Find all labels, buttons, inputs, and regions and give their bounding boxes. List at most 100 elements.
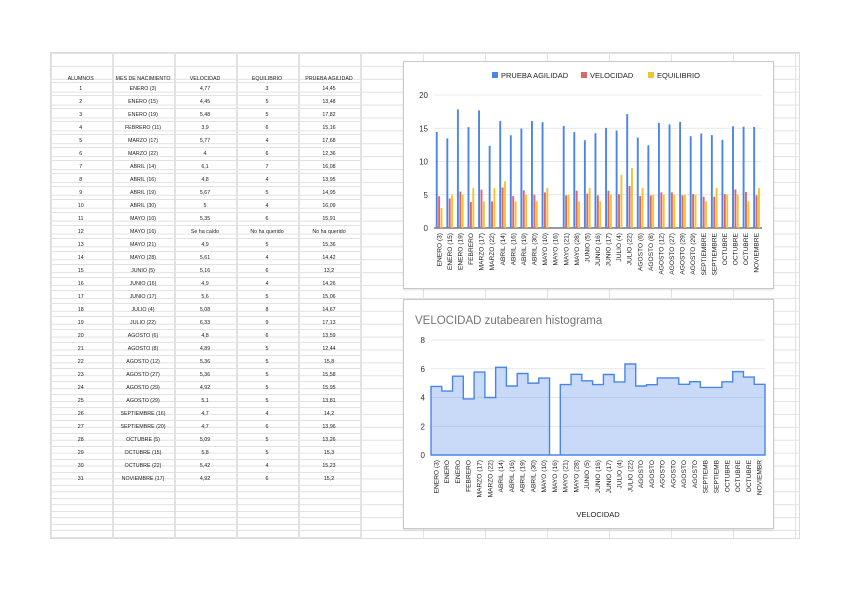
cell-velocidad[interactable]: 4,9	[174, 238, 237, 252]
cell-equilibrio[interactable]: 4	[236, 173, 299, 187]
empty-cell[interactable]	[236, 511, 299, 525]
empty-cell[interactable]	[174, 485, 237, 499]
cell-equilibrio[interactable]: 5	[236, 394, 299, 408]
cell-equilibrio[interactable]: 6	[236, 329, 299, 343]
cell-velocidad[interactable]: 4,7	[174, 407, 237, 421]
cell-alumno[interactable]: 22	[50, 355, 113, 369]
cell-mes[interactable]: MAYO (21)	[112, 238, 175, 252]
cell-equilibrio[interactable]: 5	[236, 186, 299, 200]
empty-cell[interactable]	[174, 498, 237, 512]
cell-mes[interactable]: JUNIO (5)	[112, 264, 175, 278]
cell-agilidad[interactable]: 14,45	[298, 82, 361, 96]
header-alumnos[interactable]: ALUMNOS	[50, 52, 113, 83]
cell-alumno[interactable]: 16	[50, 277, 113, 291]
cell-alumno[interactable]: 30	[50, 459, 113, 473]
cell-agilidad[interactable]: 13,81	[298, 394, 361, 408]
cell-velocidad[interactable]: 4	[174, 147, 237, 161]
cell-equilibrio[interactable]: 9	[236, 316, 299, 330]
cell-agilidad[interactable]: 13,96	[298, 420, 361, 434]
cell-agilidad[interactable]: 17,68	[298, 134, 361, 148]
empty-cell[interactable]	[50, 511, 113, 525]
cell-agilidad[interactable]: 15,3	[298, 446, 361, 460]
empty-cell[interactable]	[50, 498, 113, 512]
cell-agilidad[interactable]: No ha querido	[298, 225, 361, 239]
cell-agilidad[interactable]: 13,26	[298, 433, 361, 447]
empty-cell[interactable]	[50, 524, 113, 538]
cell-alumno[interactable]: 17	[50, 290, 113, 304]
cell-agilidad[interactable]: 14,95	[298, 186, 361, 200]
cell-agilidad[interactable]: 14,42	[298, 251, 361, 265]
cell-alumno[interactable]: 15	[50, 264, 113, 278]
cell-alumno[interactable]: 29	[50, 446, 113, 460]
cell-equilibrio[interactable]: 5	[236, 433, 299, 447]
cell-equilibrio[interactable]: 8	[236, 303, 299, 317]
empty-cell[interactable]	[112, 511, 175, 525]
cell-agilidad[interactable]: 12,36	[298, 147, 361, 161]
cell-velocidad[interactable]: 4,8	[174, 329, 237, 343]
cell-mes[interactable]: MARZO (22)	[112, 147, 175, 161]
cell-mes[interactable]: OCTUBRE (5)	[112, 433, 175, 447]
cell-velocidad[interactable]: 5,36	[174, 368, 237, 382]
cell-agilidad[interactable]: 17,82	[298, 108, 361, 122]
cell-velocidad[interactable]: 4,7	[174, 420, 237, 434]
cell-equilibrio[interactable]: 5	[236, 95, 299, 109]
cell-equilibrio[interactable]: 5	[236, 108, 299, 122]
cell-agilidad[interactable]: 15,36	[298, 238, 361, 252]
cell-mes[interactable]: NOVIEMBRE (17)	[112, 472, 175, 486]
cell-mes[interactable]: AGOSTO (29)	[112, 394, 175, 408]
cell-mes[interactable]: AGOSTO (27)	[112, 368, 175, 382]
empty-cell[interactable]	[236, 485, 299, 499]
cell-agilidad[interactable]: 15,95	[298, 381, 361, 395]
cell-velocidad[interactable]: 4,45	[174, 95, 237, 109]
empty-cell[interactable]	[298, 498, 361, 512]
cell-velocidad[interactable]: 5,61	[174, 251, 237, 265]
cell-mes[interactable]: JUNIO (17)	[112, 290, 175, 304]
cell-equilibrio[interactable]: 4	[236, 407, 299, 421]
empty-cell[interactable]	[236, 524, 299, 538]
cell-agilidad[interactable]: 14,67	[298, 303, 361, 317]
cell-mes[interactable]: SEPTIEMBRE (20)	[112, 420, 175, 434]
cell-alumno[interactable]: 6	[50, 147, 113, 161]
cell-equilibrio[interactable]: 6	[236, 147, 299, 161]
cell-alumno[interactable]: 19	[50, 316, 113, 330]
cell-alumno[interactable]: 20	[50, 329, 113, 343]
cell-mes[interactable]: ABRIL (19)	[112, 186, 175, 200]
cell-equilibrio[interactable]: 5	[236, 290, 299, 304]
cell-alumno[interactable]: 11	[50, 212, 113, 226]
cell-alumno[interactable]: 18	[50, 303, 113, 317]
cell-velocidad[interactable]: 6,1	[174, 160, 237, 174]
cell-mes[interactable]: OCTUBRE (15)	[112, 446, 175, 460]
cell-equilibrio[interactable]: 6	[236, 264, 299, 278]
cell-alumno[interactable]: 2	[50, 95, 113, 109]
cell-mes[interactable]: MAYO (28)	[112, 251, 175, 265]
cell-agilidad[interactable]: 15,2	[298, 472, 361, 486]
cell-velocidad[interactable]: 4,89	[174, 342, 237, 356]
cell-velocidad[interactable]: 5,67	[174, 186, 237, 200]
cell-agilidad[interactable]: 13,2	[298, 264, 361, 278]
cell-alumno[interactable]: 25	[50, 394, 113, 408]
cell-alumno[interactable]: 27	[50, 420, 113, 434]
cell-velocidad[interactable]: 5,6	[174, 290, 237, 304]
cell-equilibrio[interactable]: 7	[236, 160, 299, 174]
cell-mes[interactable]: ENERO (15)	[112, 95, 175, 109]
header-velocidad[interactable]: VELOCIDAD	[174, 52, 237, 83]
empty-cell[interactable]	[112, 498, 175, 512]
cell-mes[interactable]: ABRIL (14)	[112, 160, 175, 174]
cell-velocidad[interactable]: 4,8	[174, 173, 237, 187]
cell-mes[interactable]: OCTUBRE (22)	[112, 459, 175, 473]
cell-alumno[interactable]: 1	[50, 82, 113, 96]
header-mes-nacimiento[interactable]: MES DE NACIMIENTO	[112, 52, 175, 83]
empty-cell[interactable]	[112, 524, 175, 538]
empty-cell[interactable]	[298, 485, 361, 499]
cell-mes[interactable]: AGOSTO (29)	[112, 381, 175, 395]
empty-cell[interactable]	[112, 485, 175, 499]
empty-cell[interactable]	[298, 524, 361, 538]
cell-velocidad[interactable]: 3,9	[174, 121, 237, 135]
cell-velocidad[interactable]: 5,36	[174, 355, 237, 369]
cell-mes[interactable]: AGOSTO (12)	[112, 355, 175, 369]
cell-mes[interactable]: ABRIL (16)	[112, 173, 175, 187]
cell-velocidad[interactable]: 4,77	[174, 82, 237, 96]
cell-mes[interactable]: ENERO (3)	[112, 82, 175, 96]
empty-cell[interactable]	[50, 485, 113, 499]
cell-agilidad[interactable]: 14,26	[298, 277, 361, 291]
